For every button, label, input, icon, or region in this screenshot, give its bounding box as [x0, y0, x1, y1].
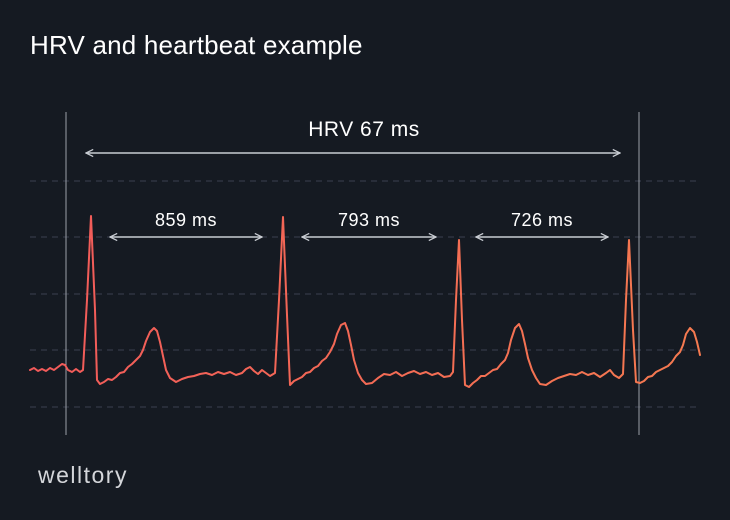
page-title: HRV and heartbeat example: [30, 30, 363, 60]
interval-label: 859 ms: [155, 210, 217, 230]
welltory-logo: welltory: [38, 462, 128, 488]
ecg-waveform: [29, 215, 701, 388]
interval-label: 726 ms: [511, 210, 573, 230]
interval-label: 793 ms: [338, 210, 400, 230]
hrv-label: HRV 67 ms: [308, 118, 419, 141]
